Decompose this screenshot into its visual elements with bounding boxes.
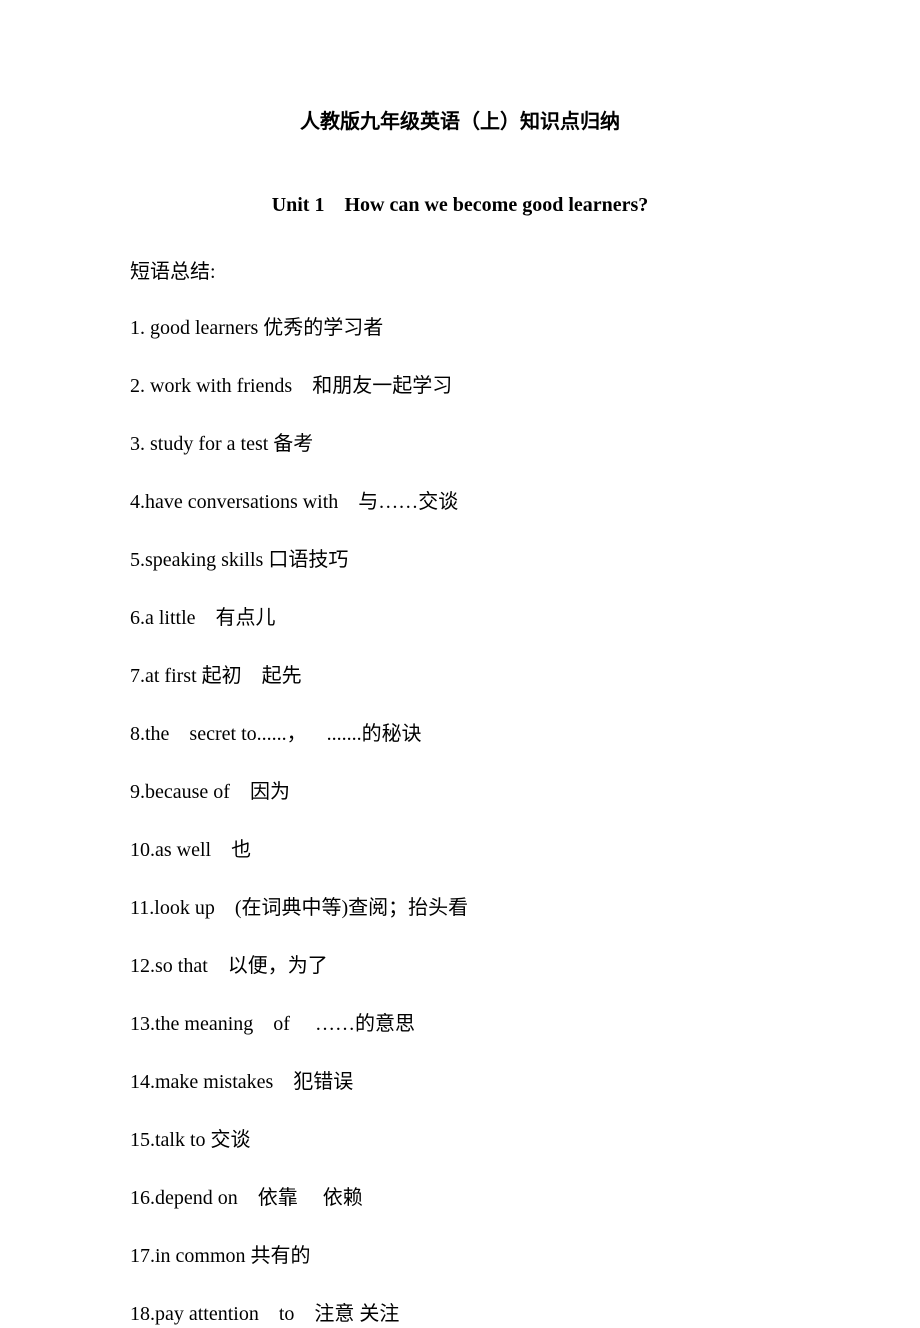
vocab-item: 13.the meaning of ……的意思 — [130, 1010, 790, 1038]
document-title: 人教版九年级英语（上）知识点归纳 — [130, 105, 790, 134]
vocab-item: 9.because of 因为 — [130, 778, 790, 806]
vocab-item: 17.in common 共有的 — [130, 1242, 790, 1270]
vocab-item: 6.a little 有点儿 — [130, 604, 790, 632]
vocab-item: 15.talk to 交谈 — [130, 1126, 790, 1154]
unit-title: Unit 1 How can we become good learners? — [130, 194, 790, 217]
vocab-item: 5.speaking skills 口语技巧 — [130, 546, 790, 574]
vocab-item: 10.as well 也 — [130, 836, 790, 864]
vocab-item: 4.have conversations with 与……交谈 — [130, 488, 790, 516]
vocab-item: 1. good learners 优秀的学习者 — [130, 314, 790, 342]
vocab-item: 3. study for a test 备考 — [130, 430, 790, 458]
vocab-item: 16.depend on 依靠 依赖 — [130, 1184, 790, 1212]
vocab-item: 18.pay attention to 注意 关注 — [130, 1300, 790, 1328]
vocab-item: 14.make mistakes 犯错误 — [130, 1068, 790, 1096]
vocab-item: 8.the secret to......， .......的秘诀 — [130, 720, 790, 748]
vocab-item: 11.look up (在词典中等)查阅；抬头看 — [130, 894, 790, 922]
section-header: 短语总结: — [130, 255, 790, 284]
vocab-item: 2. work with friends 和朋友一起学习 — [130, 372, 790, 400]
vocab-item: 7.at first 起初 起先 — [130, 662, 790, 690]
vocab-item: 12.so that 以便，为了 — [130, 952, 790, 980]
